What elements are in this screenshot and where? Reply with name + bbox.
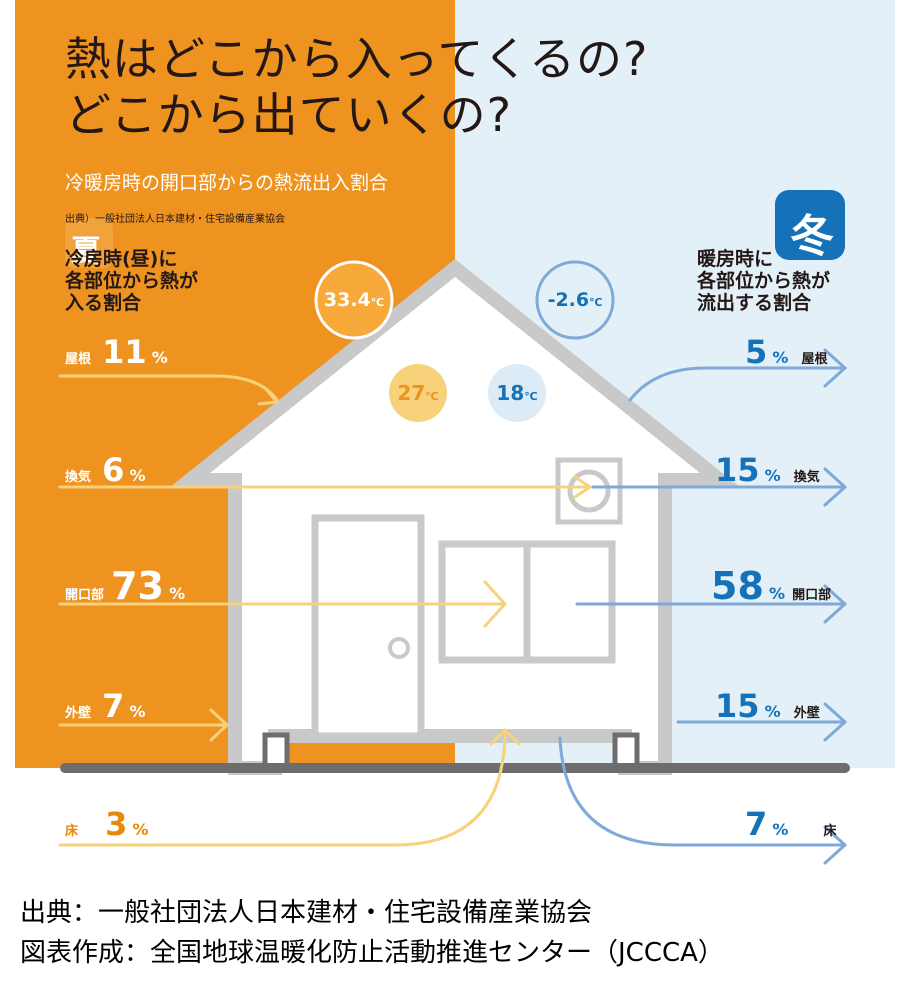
source-note: 出典）一般社団法人日本建材・住宅設備産業協会 bbox=[65, 214, 285, 225]
roof-inner bbox=[235, 296, 675, 470]
winter-inside-temp-circle bbox=[488, 364, 546, 422]
footer-credit: 図表作成：全国地球温暖化防止活動推進センター（JCCCA） bbox=[20, 938, 724, 968]
summer-floor-arrowhead bbox=[489, 728, 521, 746]
summer-outside-temp-circle bbox=[314, 260, 394, 340]
winter-window-arrowhead bbox=[823, 584, 847, 624]
subtitle: 冷暖房時の開口部からの熱流出入割合 bbox=[65, 172, 389, 194]
summer-opening: 開口部 73 % bbox=[65, 564, 186, 608]
ground-line bbox=[60, 763, 850, 773]
winter-wall: 15 % 外壁 bbox=[715, 687, 820, 725]
summer-roof-arrowhead bbox=[257, 386, 279, 406]
winter-floor-arrowhead bbox=[823, 825, 847, 865]
winter-wall-arrowhead bbox=[823, 702, 847, 742]
footer-source: 出典：一般社団法人日本建材・住宅設備産業協会 bbox=[20, 898, 593, 928]
summer-wall-arrowhead bbox=[209, 708, 229, 742]
summer-floor-arrow bbox=[58, 728, 507, 847]
summer-vent: 換気 6 % bbox=[65, 451, 146, 489]
page-title-line2: どこから出ていくの? bbox=[65, 88, 513, 142]
summer-heading-line1: 冷房時(昼)に bbox=[65, 248, 178, 270]
winter-outside-temp-circle bbox=[535, 260, 615, 340]
summer-wall: 外壁 7 % bbox=[65, 687, 146, 725]
winter-roof-arrow bbox=[628, 366, 847, 402]
summer-icon: 夏 bbox=[71, 234, 101, 269]
winter-heading-line1: 暖房時に bbox=[697, 248, 774, 270]
winter-vent-arrowhead bbox=[823, 467, 847, 507]
summer-icon-bg bbox=[65, 218, 113, 268]
winter-floor-arrow bbox=[558, 736, 847, 847]
summer-heading-line3: 入る割合 bbox=[65, 292, 142, 314]
summer-floor: 床 3 % bbox=[65, 805, 149, 843]
winter-floor: 7 % 床 bbox=[745, 805, 837, 843]
house-diagram bbox=[15, 0, 895, 880]
page-title-line1: 熱はどこから入ってくるの? bbox=[65, 32, 649, 86]
infographic-panel: 熱はどこから入ってくるの? どこから出ていくの? 冷暖房時の開口部からの熱流出入… bbox=[15, 0, 895, 880]
door bbox=[311, 514, 425, 740]
summer-window-arrowhead bbox=[483, 580, 507, 628]
winter-inside-temp: 18℃ bbox=[496, 381, 538, 405]
summer-inside-temp: 27℃ bbox=[397, 381, 439, 405]
ground-band bbox=[15, 768, 895, 880]
summer-roof: 屋根 11 % bbox=[65, 333, 168, 371]
winter-outside-temp: -2.6℃ bbox=[547, 289, 603, 311]
summer-heading-line2: 各部位から熱が bbox=[65, 270, 199, 292]
winter-heading-line2: 各部位から熱が bbox=[697, 270, 831, 292]
winter-opening: 58 % 開口部 bbox=[711, 564, 832, 608]
winter-icon-bg bbox=[775, 190, 845, 260]
winter-icon: 冬 bbox=[790, 211, 834, 262]
winter-roof-arrowhead bbox=[823, 348, 847, 388]
winter-right-area bbox=[675, 395, 895, 755]
summer-inside-temp-circle bbox=[389, 364, 447, 422]
winter-roof: 5 % 屋根 bbox=[745, 333, 828, 371]
winter-vent: 15 % 換気 bbox=[715, 451, 820, 489]
summer-vent-arrowhead bbox=[573, 475, 592, 499]
door-knob bbox=[388, 637, 410, 659]
summer-outside-temp: 33.4℃ bbox=[323, 289, 385, 311]
winter-heading-line3: 流出する割合 bbox=[697, 292, 812, 314]
